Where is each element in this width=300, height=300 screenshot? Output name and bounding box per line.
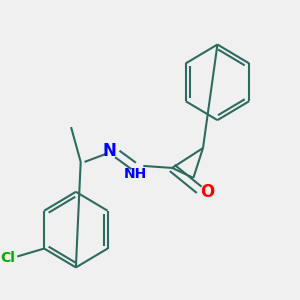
Text: N: N [103,142,116,160]
Text: Cl: Cl [0,251,15,266]
Text: NH: NH [124,167,147,181]
Text: O: O [200,183,214,201]
